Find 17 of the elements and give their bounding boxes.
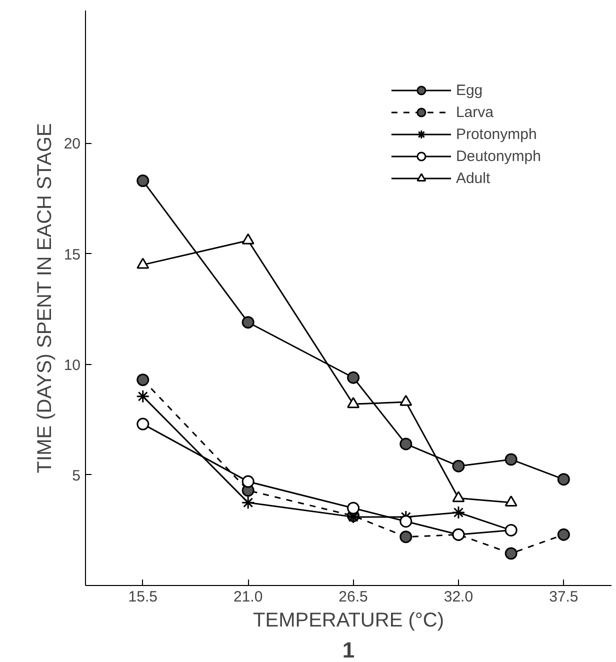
y-axis-title: TIME (DAYS) SPENT IN EACH STAGE xyxy=(34,123,56,474)
y-tick-label: 10 xyxy=(64,356,81,374)
legend-label: Larva xyxy=(456,104,494,120)
x-tick-label: 21.0 xyxy=(233,588,263,606)
x-tick-label: 37.5 xyxy=(549,588,578,606)
y-tick-label: 20 xyxy=(64,136,81,153)
y-tick-label: 5 xyxy=(72,467,80,484)
x-tick-label: 32.0 xyxy=(444,588,474,606)
legend-label: Adult xyxy=(456,170,490,186)
x-axis-title: TEMPERATURE (°C) xyxy=(253,610,444,632)
text: 1 xyxy=(342,638,355,662)
y-tick-label: 15 xyxy=(64,246,81,264)
legend-label: Egg xyxy=(456,82,483,98)
legend-label: Deutonymph xyxy=(456,148,541,164)
x-tick-label: 15.5 xyxy=(128,588,158,606)
legend-label: Protonymph xyxy=(456,126,537,142)
x-tick-label: 26.5 xyxy=(338,588,368,606)
